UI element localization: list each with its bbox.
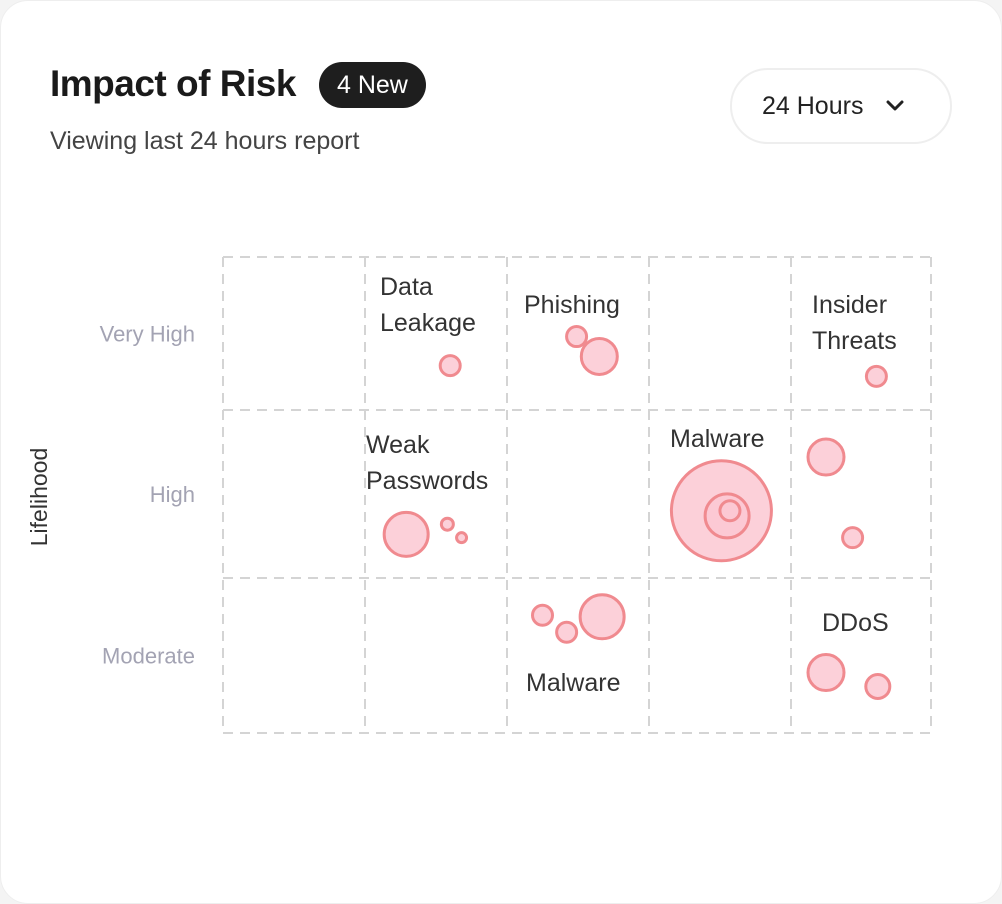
card-subtitle: Viewing last 24 hours report <box>50 127 360 155</box>
risk-bubble <box>841 526 865 550</box>
risk-bubble <box>578 593 626 641</box>
cell-label: Passwords <box>366 467 488 495</box>
chevron-down-icon <box>886 100 904 111</box>
cell-label: DDoS <box>822 609 889 637</box>
cell-label: Weak <box>366 431 430 459</box>
risk-bubble <box>382 510 430 558</box>
cell-label: Malware <box>526 669 620 697</box>
y-tick-label: Moderate <box>102 644 195 669</box>
risk-bubble <box>864 673 892 700</box>
risk-bubble <box>438 354 462 378</box>
risk-bubble <box>455 531 469 545</box>
y-tick-label: Very High <box>100 322 195 347</box>
cell-label: Data <box>380 273 433 301</box>
cell-label: Insider <box>812 291 887 319</box>
card-title: Impact of Risk <box>50 63 296 104</box>
new-count-badge: 4 New <box>319 62 426 108</box>
y-axis-label: Lifelihood <box>26 448 52 546</box>
risk-bubble <box>565 325 589 349</box>
risk-bubble <box>864 364 888 388</box>
risk-bubble <box>718 499 742 523</box>
time-range-value: 24 Hours <box>762 91 864 120</box>
cell-label: Malware <box>670 425 764 453</box>
risk-bubble <box>555 620 579 644</box>
cell-label: Phishing <box>524 291 620 319</box>
risk-bubble <box>579 336 619 376</box>
risk-bubble <box>806 653 846 693</box>
time-range-dropdown[interactable]: 24 Hours <box>730 68 952 144</box>
risk-bubble <box>439 516 455 532</box>
risk-bubble <box>806 437 846 477</box>
risk-bubble <box>531 603 554 627</box>
y-tick-label: High <box>150 482 195 507</box>
cell-label: Leakage <box>380 309 476 337</box>
cell-label: Threats <box>812 327 897 355</box>
